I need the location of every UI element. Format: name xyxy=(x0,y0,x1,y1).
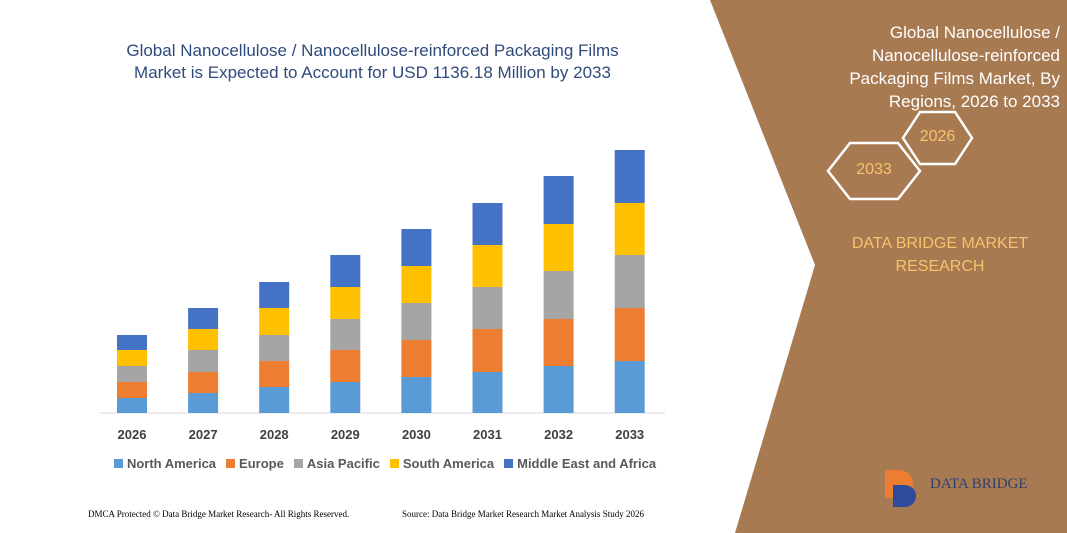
hexagon xyxy=(826,141,922,201)
legend-swatch xyxy=(113,459,123,468)
x-tick-label: 2032 xyxy=(544,427,573,442)
bar-segment xyxy=(117,382,147,398)
bar-segment xyxy=(188,372,219,393)
bar-segment xyxy=(614,203,645,255)
x-tick-label: 2029 xyxy=(331,427,360,442)
footer-left: DMCA Protected © Data Bridge Market Rese… xyxy=(88,509,350,519)
legend-item: Middle East and Africa xyxy=(504,456,656,471)
x-tick-label: 2031 xyxy=(473,427,502,442)
legend-label: Middle East and Africa xyxy=(517,456,657,471)
bar-segment xyxy=(330,382,361,413)
legend: North America Europe Asia Pacific South Ame… xyxy=(100,456,670,471)
chart-title: Global Nanocellulose / Nanocellulose-rei… xyxy=(126,41,619,82)
bar-segment xyxy=(401,303,432,340)
bar-segment xyxy=(614,255,645,308)
bar-segment xyxy=(472,329,503,372)
bar-segment xyxy=(472,245,503,287)
bar-segment xyxy=(188,329,219,350)
bar-segment xyxy=(117,366,147,382)
bar-segment xyxy=(330,287,361,319)
legend-item: North America xyxy=(113,456,217,471)
legend-label: North America xyxy=(126,456,217,471)
hex-label: 2033 xyxy=(856,161,892,178)
bar-segment xyxy=(543,224,574,271)
legend-swatch xyxy=(293,459,303,468)
legend-label: Europe xyxy=(239,456,284,471)
legend-swatch xyxy=(389,459,399,468)
bar-segment xyxy=(117,335,147,350)
bar-segment xyxy=(401,266,432,303)
bar-segment xyxy=(614,150,645,203)
bar-segment xyxy=(543,319,574,366)
bar-segment xyxy=(259,335,290,361)
bar-segment xyxy=(543,176,574,224)
legend-swatch xyxy=(504,459,514,468)
bar-segment xyxy=(259,387,290,413)
logo-text: DATA BRIDGE xyxy=(930,476,1028,492)
x-tick-label: 2026 xyxy=(118,427,147,442)
bar-segment xyxy=(330,255,361,287)
bar-segment xyxy=(259,361,290,387)
bar-segment xyxy=(188,350,219,372)
legend-swatch xyxy=(226,459,236,468)
bar-segment xyxy=(330,350,361,382)
legend-label: South America xyxy=(402,456,495,471)
bar-segment xyxy=(401,340,432,377)
bar-segment xyxy=(472,203,503,245)
footer-right: Source: Data Bridge Market Research Mark… xyxy=(402,509,644,519)
hex-label: 2026 xyxy=(919,128,956,145)
brand: DATA BRIDGE MARKET RESEARCH xyxy=(851,235,1029,275)
legend-item: Asia Pacific xyxy=(293,456,380,471)
x-tick-label: 2030 xyxy=(402,427,431,442)
bar-segment xyxy=(401,229,432,266)
bar-segment xyxy=(259,308,290,335)
bar-segment xyxy=(330,319,361,350)
logo-mark xyxy=(893,485,916,507)
bar-segment xyxy=(543,271,574,319)
side-panel xyxy=(710,0,1067,533)
bar-segment xyxy=(259,282,290,308)
x-tick-label: 2027 xyxy=(189,427,218,442)
bar-segment xyxy=(543,366,574,413)
x-tick-label: 2033 xyxy=(615,427,644,442)
bar-segment xyxy=(117,398,147,413)
bar-segment xyxy=(472,372,503,413)
bar-segment xyxy=(188,308,219,329)
bar-segment xyxy=(188,393,219,413)
bar-segment xyxy=(614,361,645,413)
legend-label: Asia Pacific xyxy=(306,456,380,471)
bar-segment xyxy=(401,377,432,413)
legend-item: Europe xyxy=(226,456,284,471)
x-tick-label: 2028 xyxy=(260,427,289,442)
bar-segment xyxy=(472,287,503,329)
hexagon xyxy=(901,110,974,166)
legend-item: South America xyxy=(389,456,495,471)
bar-segment xyxy=(614,308,645,361)
bar-segment xyxy=(117,350,147,366)
side-title: Global Nanocellulose / Nanocellulose-rei… xyxy=(849,23,1060,111)
